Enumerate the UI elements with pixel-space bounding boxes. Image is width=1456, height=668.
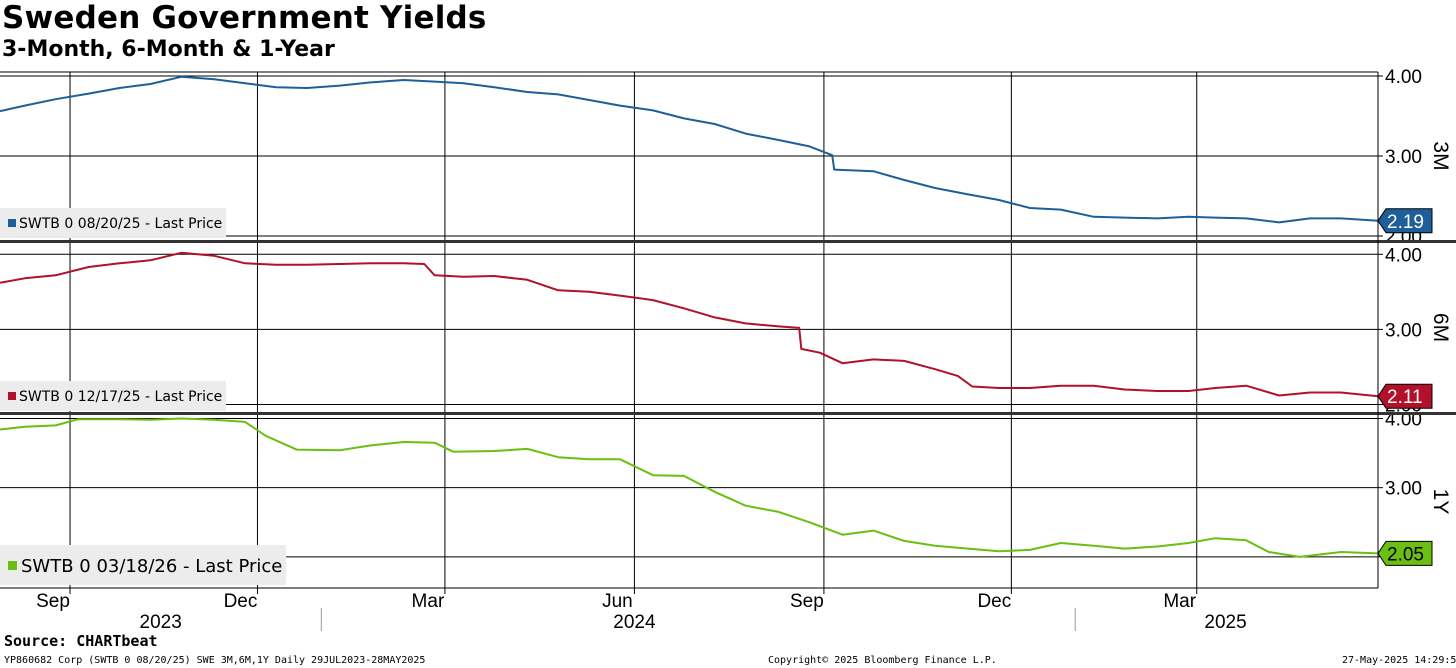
legend-box [0, 545, 286, 585]
last-value-label: 2.11 [1387, 387, 1423, 408]
panel-tag: 6M [1429, 313, 1452, 342]
series-line-6M [0, 251, 1379, 398]
x-month-label: Mar [1163, 591, 1196, 612]
x-month-label: Jun [602, 591, 633, 612]
legend-label: SWTB 0 03/18/26 - Last Price [21, 556, 282, 577]
footer-timestamp: 27-May-2025 14:29:56 [1342, 655, 1456, 666]
legend-box [0, 208, 226, 238]
last-value-marker [1377, 540, 1433, 566]
x-month-label: Sep [36, 591, 70, 612]
legend-swatch [8, 561, 17, 570]
last-value-label: 2.05 [1387, 544, 1424, 565]
x-year-label: 2023 [140, 612, 182, 633]
series-line-3M [0, 75, 1379, 224]
footer-copyright: Copyright© 2025 Bloomberg Finance L.P. [768, 655, 997, 666]
last-value-marker [1377, 208, 1433, 234]
x-month-label: Mar [412, 591, 445, 612]
x-year-label: 2025 [1204, 612, 1246, 633]
footer-ticker-info: YP860682 Corp (SWTB 0 08/20/25) SWE 3M,6… [4, 655, 426, 666]
x-month-label: Dec [224, 591, 258, 612]
chart-subtitle: 3-Month, 6-Month & 1-Year [2, 37, 335, 62]
y-tick-label: 3.00 [1385, 479, 1422, 500]
last-value-label: 2.19 [1387, 212, 1424, 233]
x-year-label: 2024 [613, 612, 656, 633]
series-line-1Y [0, 417, 1379, 558]
y-tick-label: 4.00 [1385, 245, 1422, 266]
x-month-label: Dec [977, 591, 1011, 612]
legend-label: SWTB 0 12/17/25 - Last Price [19, 389, 222, 405]
legend-swatch [8, 219, 16, 227]
panel-tag: 1Y [1429, 489, 1452, 515]
source-note: Source: CHARTbeat [4, 632, 158, 650]
legend-box [0, 381, 226, 411]
last-value-marker [1377, 383, 1433, 409]
y-tick-label: 3.00 [1385, 320, 1422, 341]
x-month-label: Sep [790, 591, 824, 612]
legend-swatch [8, 392, 16, 400]
chart-title: Sweden Government Yields [2, 0, 487, 36]
legend-label: SWTB 0 08/20/25 - Last Price [19, 216, 222, 232]
y-tick-label: 4.00 [1385, 67, 1422, 88]
y-tick-label: 3.00 [1385, 147, 1422, 168]
panel-tag: 3M [1429, 141, 1452, 170]
